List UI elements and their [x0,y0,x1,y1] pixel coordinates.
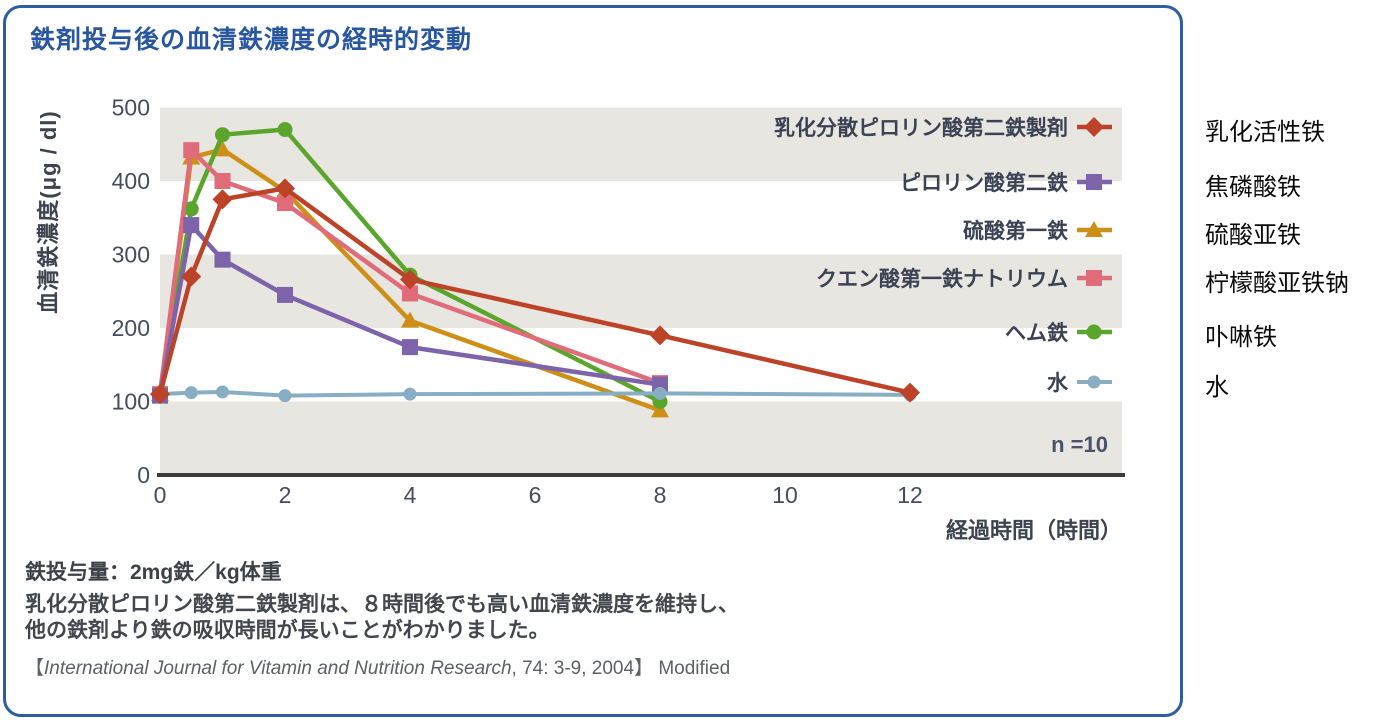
translation-label-3: 柠檬酸亚铁钠 [1205,270,1349,297]
citation-rest: , 74: 3-9, 2004】 Modified [511,658,731,679]
dose-note: 鉄投与量：2mg鉄／kg体重 [25,561,282,584]
translation-label-2: 硫酸亚铁 [1205,222,1301,249]
conclusion-line-1: 乳化分散ピロリン酸第二鉄製剤は、８時間後でも高い血清鉄濃度を維持し、 [25,593,739,616]
translation-label-4: 卟啉铁 [1205,324,1277,351]
translation-label-5: 水 [1205,374,1229,401]
citation: 【International Journal for Vitamin and N… [25,653,730,680]
translation-label-0: 乳化活性铁 [1205,119,1325,146]
figure-title: 鉄剤投与後の血清鉄濃度の経時的変動 [30,26,473,54]
translation-label-1: 焦磷酸铁 [1205,174,1301,201]
citation-journal: International Journal for Vitamin and Nu… [44,658,512,679]
conclusion-line-2: 他の鉄剤より鉄の吸収時間が長いことがわかりました。 [25,619,550,642]
citation-bracket: 【 [25,658,45,679]
